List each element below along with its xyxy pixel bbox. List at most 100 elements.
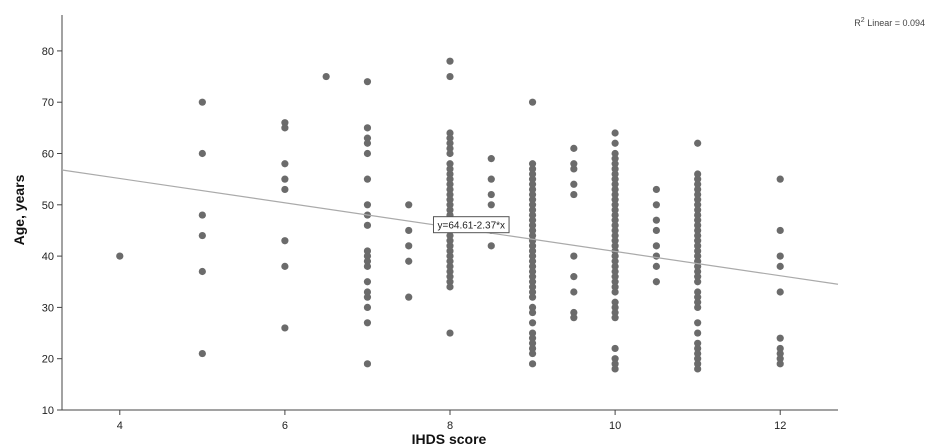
data-point [611, 185, 619, 194]
data-point [570, 308, 578, 317]
y-tick-label: 20 [42, 354, 54, 366]
data-point [776, 226, 784, 235]
data-point [487, 201, 495, 209]
data-point [694, 329, 702, 337]
data-point [363, 288, 372, 296]
data-point [116, 252, 124, 260]
data-point [363, 175, 372, 183]
data-point [611, 278, 619, 286]
data-point [652, 242, 660, 250]
data-point [363, 78, 372, 86]
data-point [198, 149, 206, 158]
data-point [611, 288, 619, 296]
data-point [363, 257, 372, 265]
data-point [528, 360, 537, 368]
data-point [528, 226, 537, 235]
data-point [611, 196, 619, 204]
data-point [694, 278, 702, 286]
data-point [611, 211, 619, 219]
data-point [528, 242, 537, 250]
data-point [776, 334, 784, 342]
data-point [611, 273, 619, 281]
data-point [694, 262, 702, 270]
data-point [528, 283, 537, 291]
data-point [198, 98, 206, 106]
data-point [694, 216, 702, 224]
y-tick-label: 50 [42, 200, 54, 212]
r-squared-prefix: R [854, 18, 861, 28]
data-point [611, 262, 619, 270]
data-point [446, 278, 454, 286]
data-point [611, 149, 619, 158]
equation-label-box: y=64.61-2.37*x [432, 216, 510, 234]
equation-label: y=64.61-2.37*x [437, 221, 505, 232]
data-point [446, 144, 454, 152]
data-point [611, 231, 619, 240]
data-point [694, 231, 702, 240]
data-point [652, 216, 660, 224]
data-point [694, 288, 702, 296]
data-point [487, 155, 495, 163]
data-point [776, 355, 784, 363]
data-point [776, 349, 784, 358]
data-point [363, 293, 372, 301]
data-point [652, 201, 660, 209]
data-point [611, 175, 619, 183]
x-tick-label: 6 [282, 420, 288, 432]
data-point [694, 349, 702, 358]
data-point [322, 72, 330, 81]
data-point [652, 226, 660, 235]
data-point [570, 165, 578, 173]
data-point [694, 180, 702, 188]
data-point [363, 319, 372, 327]
y-tick-label: 30 [42, 302, 54, 314]
data-point [528, 288, 537, 296]
data-point [611, 201, 619, 209]
data-point [446, 283, 454, 291]
data-point [611, 303, 619, 312]
data-point [611, 308, 619, 317]
data-point [694, 303, 702, 312]
data-point [694, 319, 702, 327]
data-point [528, 190, 537, 199]
data-point [528, 201, 537, 209]
data-point [611, 170, 619, 178]
data-point [405, 226, 413, 235]
data-point [694, 267, 702, 276]
data-point [694, 293, 702, 301]
data-point [446, 139, 454, 147]
data-point [694, 242, 702, 250]
data-point [363, 149, 372, 158]
data-point [198, 267, 206, 276]
data-point [611, 139, 619, 147]
data-point [570, 288, 578, 296]
data-point [652, 252, 660, 260]
x-tick-label: 4 [117, 420, 123, 432]
data-point [281, 119, 289, 127]
data-point [363, 278, 372, 286]
data-point [611, 252, 619, 260]
data-point [281, 262, 289, 270]
data-point [528, 211, 537, 219]
data-point [776, 360, 784, 368]
x-axis-ticks: 4 6 8 10 12 [117, 410, 786, 432]
data-point [446, 129, 454, 137]
data-point [528, 262, 537, 270]
data-point [694, 196, 702, 204]
data-point [446, 247, 454, 255]
y-tick-label: 70 [42, 97, 54, 109]
data-point [528, 329, 537, 337]
data-point [694, 170, 702, 178]
data-point [446, 149, 454, 158]
data-point [446, 190, 454, 199]
r-squared-label: R2 Linear = 0.094 [854, 17, 925, 28]
data-point [611, 237, 619, 245]
data-point [528, 180, 537, 188]
data-point [446, 237, 454, 245]
data-point [652, 185, 660, 194]
y-tick-label: 10 [42, 405, 54, 417]
data-point [405, 242, 413, 250]
data-point [446, 252, 454, 260]
r-squared-value: Linear = 0.094 [865, 18, 925, 28]
